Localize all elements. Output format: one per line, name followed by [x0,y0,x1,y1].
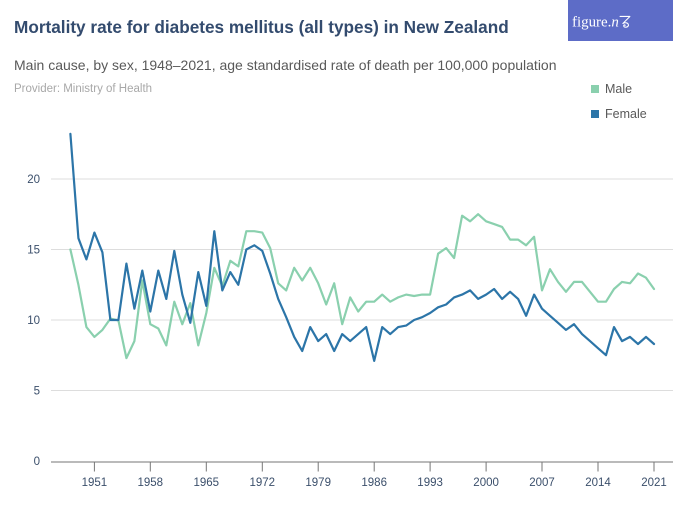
svg-text:2007: 2007 [529,477,555,489]
svg-text:1993: 1993 [417,477,443,489]
svg-text:0: 0 [34,456,40,468]
svg-text:1972: 1972 [250,477,276,489]
svg-text:2021: 2021 [641,477,667,489]
svg-text:1986: 1986 [361,477,387,489]
svg-text:5: 5 [34,386,40,398]
svg-text:2000: 2000 [473,477,499,489]
svg-text:20: 20 [27,174,40,186]
svg-text:1958: 1958 [138,477,164,489]
svg-text:15: 15 [27,245,40,257]
svg-text:2014: 2014 [585,477,611,489]
svg-text:1979: 1979 [305,477,331,489]
svg-text:10: 10 [27,315,40,327]
svg-text:1951: 1951 [82,477,108,489]
svg-text:1965: 1965 [194,477,220,489]
